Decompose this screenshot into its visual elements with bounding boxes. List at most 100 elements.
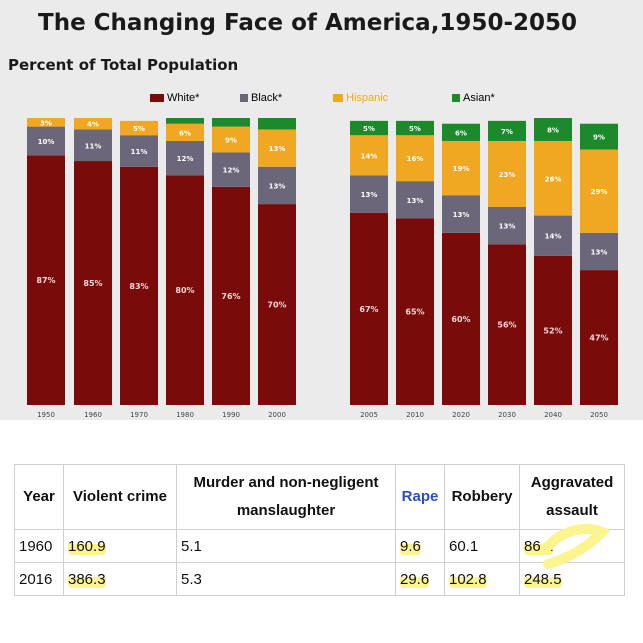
stacked-bar-chart: 87% 10% 3% 1950 85% 11% 4% 1960 83% 11% 5% 1970 80% 1…: [27, 118, 618, 419]
data-label-black-2030: 13%: [499, 223, 516, 231]
data-label-black-1960: 11%: [85, 142, 102, 150]
bar-white-1950: [27, 155, 65, 405]
legend-hispanic-swatch: [333, 94, 343, 102]
x-tick-1970: 1970: [130, 411, 148, 419]
bar-asian-2005: [350, 120, 388, 136]
bar-hispanic-1970: [120, 120, 158, 136]
cell-violent-crime: 386.3: [63, 562, 177, 596]
data-label-hispanic-2050: 29%: [591, 188, 608, 196]
cell-robbery: 60.1: [444, 529, 520, 563]
x-tick-1980: 1980: [176, 411, 194, 419]
data-label-asian-2040: 8%: [547, 126, 559, 134]
cell-murder: 5.3: [176, 562, 396, 596]
bar-black-1980: [166, 140, 204, 176]
bar-white-1980: [166, 175, 204, 405]
highlighter-stroke: [540, 524, 610, 569]
x-tick-2050: 2050: [590, 411, 608, 419]
header-violent-crime: Violent crime: [63, 464, 177, 530]
bar-black-1950: [27, 126, 65, 156]
data-label-white-1950: 87%: [36, 276, 55, 285]
data-label-hispanic-1950: 3%: [40, 119, 52, 127]
cell-violent-crime: 160.9: [63, 529, 177, 563]
bar-asian-2010: [396, 120, 434, 136]
cell-rape-value: 29.6: [400, 570, 430, 588]
data-label-white-1960: 85%: [83, 279, 102, 288]
bar-white-2030: [488, 244, 526, 405]
data-label-hispanic-1970: 5%: [133, 125, 145, 133]
legend-asian-label: Asian*: [463, 92, 495, 104]
data-label-white-2030: 56%: [497, 321, 516, 330]
bar-hispanic-1990: [212, 126, 250, 153]
legend-white: White*: [150, 92, 199, 104]
bar-black-2040: [534, 215, 572, 256]
data-label-white-1970: 83%: [129, 282, 148, 291]
bar-white-1970: [120, 166, 158, 405]
bar-asian-2040: [534, 118, 572, 141]
header-murder: Murder and non-negligent manslaughter: [176, 464, 396, 530]
bar-asian-1990: [212, 118, 250, 127]
bar-hispanic-2040: [534, 140, 572, 216]
x-tick-1960: 1960: [84, 411, 102, 419]
data-label-asian-2010: 5%: [409, 125, 421, 133]
header-year: Year: [14, 464, 64, 530]
data-label-white-1980: 80%: [175, 286, 194, 295]
bar-black-2050: [580, 232, 618, 271]
data-label-hispanic-2020: 19%: [453, 165, 470, 173]
highlighter-scribble: [540, 524, 610, 569]
legend-black: Black*: [240, 92, 282, 104]
legend-white-swatch: [150, 94, 164, 102]
bar-hispanic-1980: [166, 123, 204, 141]
data-label-hispanic-2010: 16%: [407, 155, 424, 163]
data-label-black-2000: 13%: [269, 182, 286, 190]
data-label-black-2020: 13%: [453, 211, 470, 219]
cell-rape: 29.6: [395, 562, 445, 596]
legend-black-swatch: [240, 94, 248, 102]
bar-white-2040: [534, 255, 572, 405]
bar-asian-2000: [258, 118, 296, 130]
data-label-white-2010: 65%: [405, 308, 424, 317]
crime-table-wrap: Year Violent crime Murder and non-neglig…: [14, 464, 625, 596]
x-tick-1950: 1950: [37, 411, 55, 419]
data-label-hispanic-2000: 13%: [269, 145, 286, 153]
data-label-asian-2005: 5%: [363, 125, 375, 133]
cell-robbery-value: 102.8: [449, 570, 487, 588]
bar-hispanic-2030: [488, 140, 526, 207]
header-robbery: Robbery: [444, 464, 520, 530]
data-label-asian-2020: 6%: [455, 129, 467, 137]
bar-asian-2020: [442, 123, 480, 141]
data-label-white-2000: 70%: [267, 301, 286, 310]
table-header-row: Year Violent crime Murder and non-neglig…: [14, 464, 625, 530]
x-tick-1990: 1990: [222, 411, 240, 419]
x-tick-2020: 2020: [452, 411, 470, 419]
x-tick-2000: 2000: [268, 411, 286, 419]
x-tick-2030: 2030: [498, 411, 516, 419]
data-label-black-1970: 11%: [131, 148, 148, 156]
data-label-white-2005: 67%: [359, 305, 378, 314]
table-row: 2016 386.3 5.3 29.6 102.8 248.5: [14, 562, 625, 596]
x-tick-2040: 2040: [544, 411, 562, 419]
bar-black-1970: [120, 135, 158, 167]
data-label-black-1990: 12%: [223, 167, 240, 175]
bar-white-2050: [580, 270, 618, 405]
cell-violent-crime-value: 160.9: [68, 537, 106, 555]
bar-hispanic-2020: [442, 140, 480, 196]
bar-white-2020: [442, 232, 480, 405]
data-label-hispanic-2030: 23%: [499, 171, 516, 179]
bar-black-2030: [488, 206, 526, 245]
crime-rate-table: Year Violent crime Murder and non-neglig…: [14, 464, 625, 596]
cell-rape: 9.6: [395, 529, 445, 563]
bar-white-2000: [258, 204, 296, 405]
bar-black-1990: [212, 152, 250, 187]
chart-subtitle: Percent of Total Population: [8, 56, 239, 74]
bar-asian-2030: [488, 120, 526, 141]
cell-year: 1960: [14, 529, 64, 563]
bar-black-2010: [396, 181, 434, 219]
bar-white-2010: [396, 218, 434, 405]
x-tick-2010: 2010: [406, 411, 424, 419]
bar-asian-2050: [580, 123, 618, 150]
bar-hispanic-2000: [258, 129, 296, 167]
cell-murder: 5.1: [176, 529, 396, 563]
data-label-black-2005: 13%: [361, 191, 378, 199]
bar-hispanic-2005: [350, 135, 388, 176]
header-rape: Rape: [395, 464, 445, 530]
